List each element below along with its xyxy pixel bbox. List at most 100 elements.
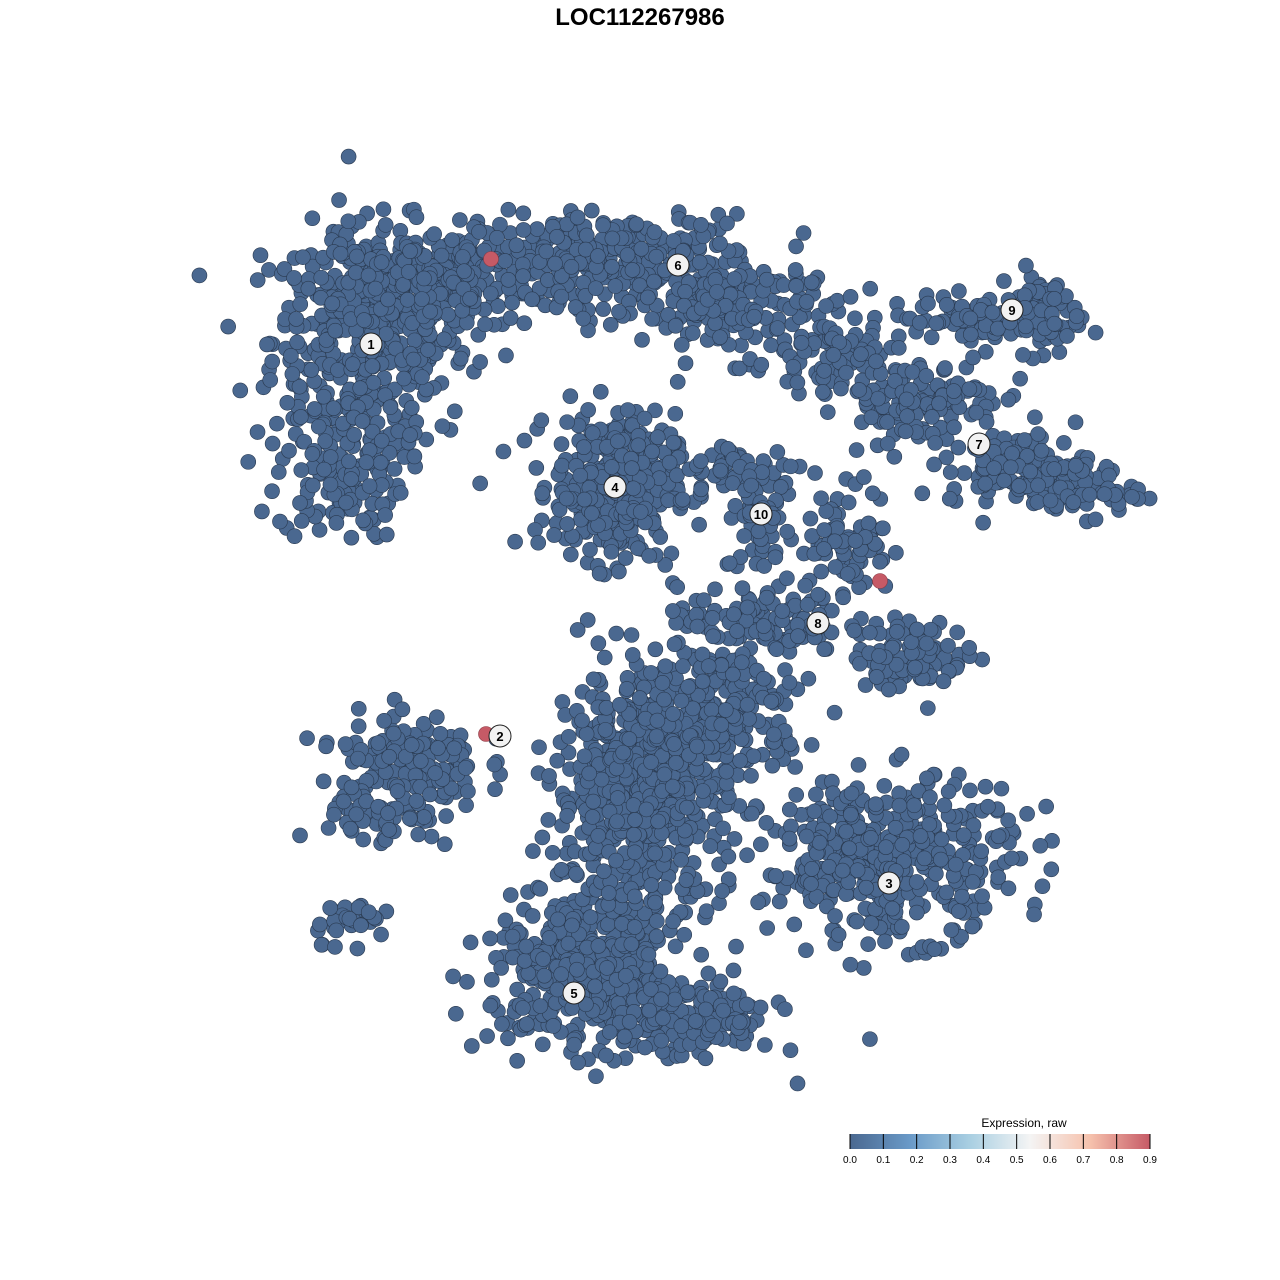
data-point (1068, 457, 1084, 474)
data-point (745, 748, 762, 765)
data-point (566, 1036, 582, 1053)
data-point (741, 711, 757, 727)
legend-tick-label: 0.2 (910, 1155, 924, 1166)
data-point (771, 893, 788, 910)
data-point (343, 471, 359, 487)
data-point (717, 702, 734, 718)
data-point (827, 908, 843, 924)
data-point (348, 806, 365, 823)
data-point (527, 522, 543, 538)
data-point (923, 329, 940, 346)
data-point (304, 210, 321, 227)
data-point (755, 618, 772, 634)
data-point (718, 763, 735, 780)
data-point (1026, 906, 1042, 923)
data-point (326, 806, 342, 823)
data-point (540, 812, 557, 828)
data-point (689, 738, 705, 755)
data-point (531, 739, 547, 756)
data-point (472, 354, 488, 370)
data-point (563, 259, 580, 275)
data-point (648, 728, 665, 745)
data-point (546, 527, 562, 543)
data-point (715, 820, 731, 837)
data-point (693, 481, 709, 498)
data-point (446, 403, 463, 420)
data-point (1056, 435, 1072, 451)
data-point (868, 669, 885, 685)
data-point (782, 1042, 799, 1059)
data-point (292, 296, 309, 313)
data-point (327, 322, 344, 339)
data-point (636, 410, 653, 427)
data-point (1042, 492, 1059, 509)
data-point (1027, 409, 1043, 426)
data-point (408, 793, 425, 809)
data-point (1067, 414, 1084, 431)
data-point (715, 1002, 732, 1019)
data-point (630, 437, 647, 454)
data-point (697, 1050, 714, 1067)
data-point (618, 968, 634, 984)
data-point (904, 364, 921, 380)
data-point (781, 801, 798, 818)
data-point (656, 691, 672, 708)
data-point (426, 226, 442, 242)
data-point (284, 366, 301, 382)
svg-text:2: 2 (496, 729, 503, 744)
data-point (626, 826, 642, 843)
data-point (656, 879, 673, 896)
data-point (472, 475, 488, 492)
data-point (304, 446, 321, 462)
data-point (665, 603, 681, 619)
data-point (839, 566, 856, 582)
data-point (581, 765, 598, 782)
svg-text:1: 1 (367, 337, 374, 352)
data-point (951, 283, 967, 299)
data-point (609, 433, 626, 450)
data-point (524, 291, 540, 308)
data-point (678, 872, 695, 888)
data-point (352, 380, 368, 396)
data-point (891, 797, 908, 814)
data-point (609, 813, 625, 830)
data-point (502, 887, 519, 903)
data-point (694, 673, 711, 690)
data-point (669, 579, 686, 595)
data-point (779, 523, 796, 540)
data-point (648, 928, 665, 945)
cluster-label-9: 9 (1000, 298, 1024, 322)
data-point (647, 845, 663, 862)
data-point (961, 639, 977, 656)
data-point (1059, 328, 1075, 344)
data-point (355, 512, 371, 529)
data-point (691, 516, 707, 533)
data-point (437, 836, 453, 852)
data-point (980, 798, 996, 815)
data-point (843, 806, 859, 823)
data-point (728, 938, 744, 955)
data-point (665, 434, 682, 451)
data-point (843, 785, 860, 802)
data-point (984, 304, 1001, 321)
data-point (649, 712, 666, 729)
data-point (502, 310, 519, 326)
data-point (529, 221, 545, 237)
data-point (877, 933, 893, 950)
data-point (763, 337, 779, 354)
data-point (382, 399, 399, 415)
data-point (704, 610, 721, 626)
data-point (950, 439, 967, 456)
svg-text:3: 3 (885, 876, 892, 891)
legend-tick-label: 0.3 (943, 1155, 957, 1166)
data-point (482, 930, 498, 947)
data-point (576, 748, 593, 765)
data-point (840, 494, 857, 511)
data-point (640, 946, 657, 963)
data-point (592, 383, 609, 400)
data-point (788, 787, 805, 803)
data-point (768, 868, 784, 884)
data-point (406, 448, 423, 465)
data-point (516, 953, 533, 969)
legend-tick-label: 0.1 (876, 1155, 890, 1166)
